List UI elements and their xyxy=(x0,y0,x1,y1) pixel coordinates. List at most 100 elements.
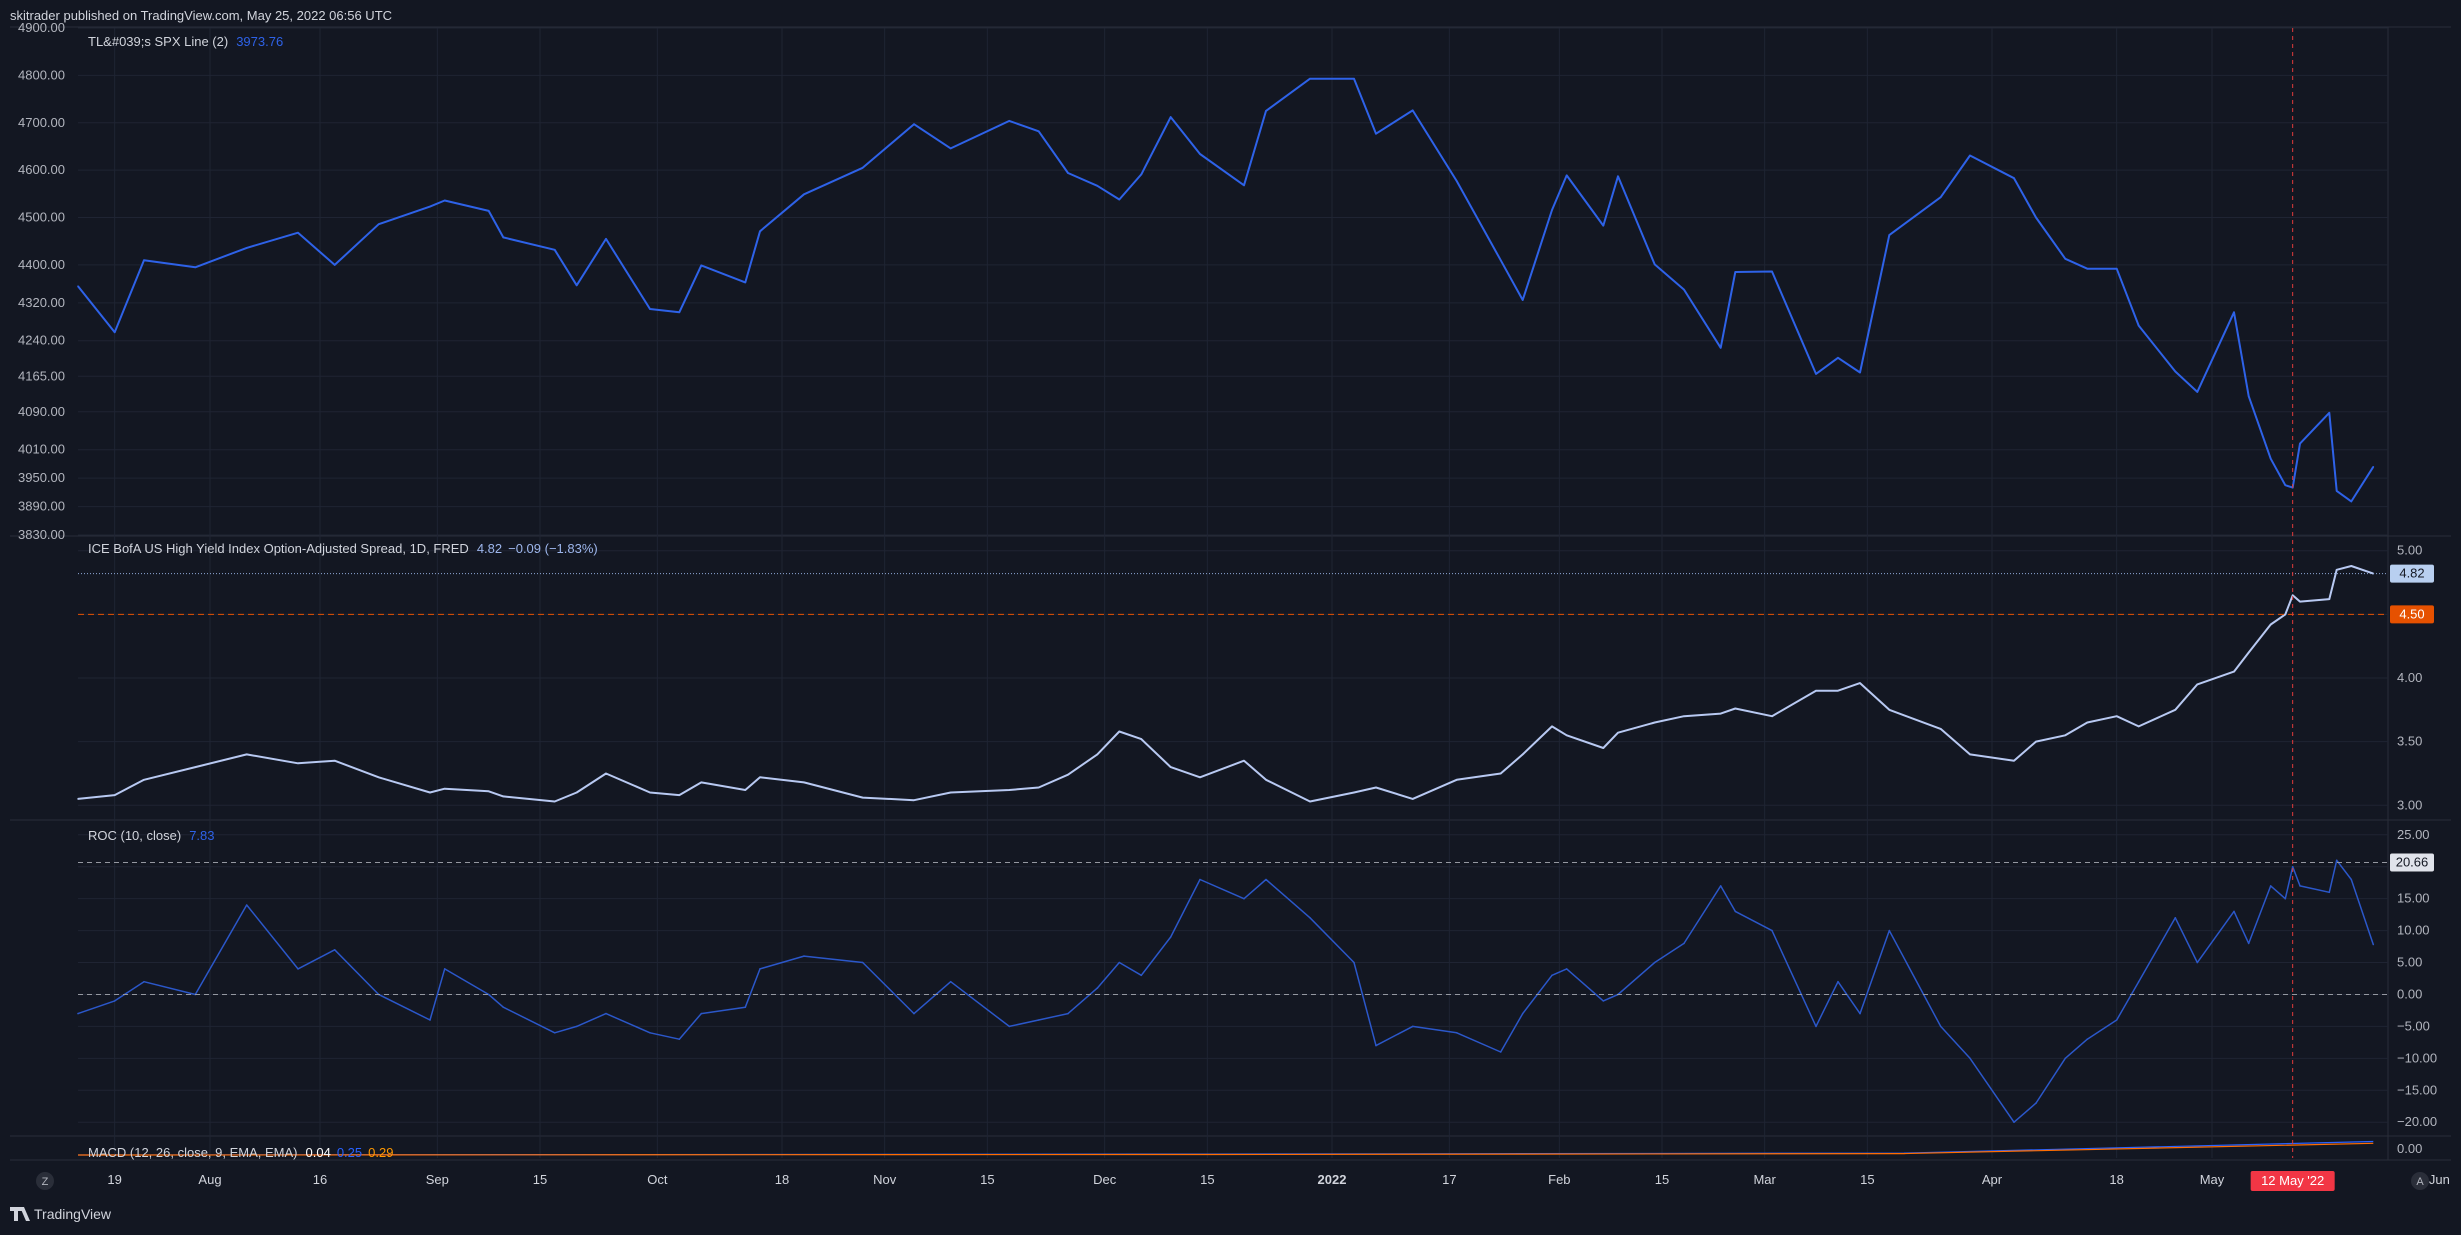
spx-line-series-point xyxy=(1969,154,1971,157)
roc-line-series-point xyxy=(113,1000,116,1002)
spx-line-series-point xyxy=(678,311,681,314)
roc-line-series-point xyxy=(2350,878,2353,881)
spx-line-series-point xyxy=(1719,347,1722,349)
roc-line-series-point xyxy=(1683,942,1685,945)
spx-line-series-point xyxy=(1653,263,1656,266)
spread-line-series-point xyxy=(2233,670,2235,673)
spread-line-series-point xyxy=(1096,753,1099,756)
spx-line-series-point xyxy=(1888,234,1891,236)
spread-line-series-point xyxy=(2196,683,2199,686)
legend-value: 4.82 xyxy=(477,541,502,556)
published-text: skitrader published on TradingView.com, … xyxy=(10,8,392,23)
roc-line-series-point xyxy=(2064,1057,2067,1060)
spx-line-series-point xyxy=(2350,500,2353,503)
spx-line-series-point xyxy=(1265,110,1267,112)
roc-line-series-point xyxy=(803,955,805,957)
spread-line-series-point xyxy=(803,781,805,784)
spread-line-series-point xyxy=(861,796,864,799)
spread-line-series-point xyxy=(1734,707,1737,710)
spx-line-series-point xyxy=(1683,288,1685,291)
spx-line-series-point xyxy=(913,123,915,125)
spread-line-series-point xyxy=(553,800,556,803)
spread-line-series-point xyxy=(1617,731,1619,734)
roc-line-series-point xyxy=(1353,961,1355,964)
spread-line-series-point xyxy=(1169,766,1172,768)
roc-level-badge: 20.66 xyxy=(2396,854,2429,869)
roc-line-series-point xyxy=(1118,961,1121,964)
spread-line-series-point xyxy=(2269,623,2272,626)
roc-level-badge-bg xyxy=(2390,853,2434,872)
price-tick-label: 5.00 xyxy=(2397,543,2422,558)
spx-line-series-point xyxy=(487,210,490,212)
price-tick-label: −5.00 xyxy=(2397,1018,2430,1033)
auto-scale-button[interactable]: A xyxy=(2416,1176,2424,1188)
price-tick-label: 4900.00 xyxy=(18,20,65,35)
spx-line-series-point xyxy=(1602,224,1605,227)
roc-line-series-point xyxy=(2086,1038,2089,1040)
spread-line-series-point xyxy=(1771,715,1773,717)
spx-line-series-point xyxy=(2269,457,2272,460)
spx-line-series-point xyxy=(1939,196,1942,198)
macd-legend: MACD (12, 26, close, 9, EMA, EMA) 0.04 0.2… xyxy=(88,1145,393,1160)
spx-line-series-point xyxy=(2086,267,2089,270)
auto-scale-button-bg[interactable] xyxy=(2411,1172,2429,1190)
zoom-button-bg[interactable] xyxy=(36,1172,54,1190)
roc-line-series-point xyxy=(1969,1057,1971,1060)
spread-line-series-point xyxy=(1551,725,1553,728)
spread-line-series-point xyxy=(487,790,490,793)
roc-line-series-point xyxy=(605,1012,607,1015)
spx-line-series-point xyxy=(1169,116,1172,118)
roc-line-series-point xyxy=(2328,891,2331,894)
spread-line-series-point xyxy=(2299,600,2301,603)
spx-line-series-point xyxy=(143,259,145,262)
spread-line-series-point xyxy=(1719,712,1722,715)
roc-line-series-point xyxy=(949,980,952,983)
spread-line-series-point xyxy=(1815,689,1817,692)
roc-line-series-point xyxy=(2284,897,2287,900)
spx-line-series-point xyxy=(575,284,578,287)
roc-line-series-point xyxy=(502,1006,505,1008)
roc-line-series-point xyxy=(2196,961,2199,964)
spx-line-series-point xyxy=(2196,391,2199,393)
time-tick-label: 17 xyxy=(1442,1172,1456,1187)
spx-line-series-point xyxy=(333,264,336,266)
spx-line-series-point xyxy=(377,223,380,225)
spread-line-series-point xyxy=(502,795,505,798)
roc-line-series-point xyxy=(1565,968,1568,970)
spx-line-series-point xyxy=(1140,173,1143,176)
spx-line-series-point xyxy=(77,285,79,288)
spx-line-series-point xyxy=(1617,175,1619,178)
spread-line-series-point xyxy=(443,787,446,790)
spread-line-series-point xyxy=(649,791,651,794)
spx-line-series-point xyxy=(245,247,248,249)
spx-line-series-point xyxy=(2328,412,2331,414)
spx-line-series-point xyxy=(1551,209,1553,211)
spx-line-series-point xyxy=(1037,130,1040,133)
legend-value: 3973.76 xyxy=(236,34,283,49)
spx-line-series-point xyxy=(2174,370,2177,373)
pane-title: MACD (12, 26, close, 9, EMA, EMA) xyxy=(88,1145,298,1160)
spread-line-series-point xyxy=(1037,786,1040,789)
pane-title: ICE BofA US High Yield Index Option-Adju… xyxy=(88,541,469,556)
time-tick-label: 15 xyxy=(1655,1172,1669,1187)
spread-line-series-point xyxy=(333,759,336,762)
spread-line-series-point xyxy=(1683,715,1685,717)
time-tick-label: Apr xyxy=(1982,1172,2003,1187)
time-tick-label: Sep xyxy=(426,1172,449,1187)
spread-line-series-point xyxy=(1067,773,1069,776)
roc-line-series-point xyxy=(1602,1000,1605,1002)
time-tick-label: Aug xyxy=(198,1172,221,1187)
spx-line-series-point xyxy=(1008,120,1011,122)
roc-line-series-point xyxy=(1771,929,1773,932)
spx-line-series-point xyxy=(2299,442,2301,445)
macd-line-series xyxy=(77,1142,2374,1156)
spx-line-series-point xyxy=(1771,270,1773,273)
zoom-button[interactable]: Z xyxy=(42,1176,49,1188)
spx-line-series-point xyxy=(2335,490,2338,492)
spx-legend: TL&#039;s SPX Line (2) 3973.76 xyxy=(88,34,283,49)
spread-line-series-point xyxy=(194,766,197,768)
roc-line-series-point xyxy=(2035,1102,2037,1104)
spread-line-series-point xyxy=(1375,786,1377,789)
spread-line-series-point xyxy=(429,791,431,794)
pane-title: ROC (10, close) xyxy=(88,828,181,843)
